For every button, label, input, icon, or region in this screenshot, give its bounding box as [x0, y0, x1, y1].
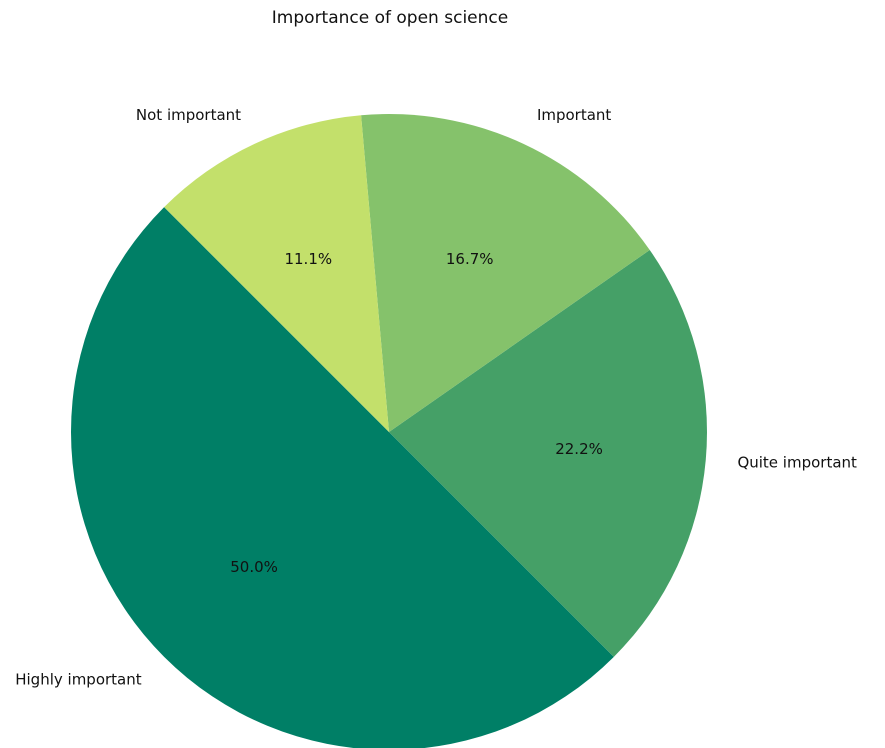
- pie-slice-highly-important: [70, 207, 614, 748]
- slice-label-important: Important: [537, 106, 611, 124]
- percent-label-highly-important: 50.0%: [230, 558, 278, 576]
- chart-title: Importance of open science: [271, 8, 509, 28]
- percent-label-not-important: 11.1%: [284, 250, 332, 268]
- percent-label-quite-important: 22.2%: [555, 440, 603, 458]
- slice-label-not-important: Not important: [136, 106, 241, 124]
- slice-label-quite-important: Quite important: [737, 454, 857, 472]
- pie-slice-important: [361, 114, 650, 432]
- pie-slice-not-important: [164, 115, 389, 432]
- pie-slice-quite-important: [389, 249, 707, 657]
- percent-label-important: 16.7%: [446, 250, 494, 268]
- slice-label-highly-important: Highly important: [15, 670, 142, 688]
